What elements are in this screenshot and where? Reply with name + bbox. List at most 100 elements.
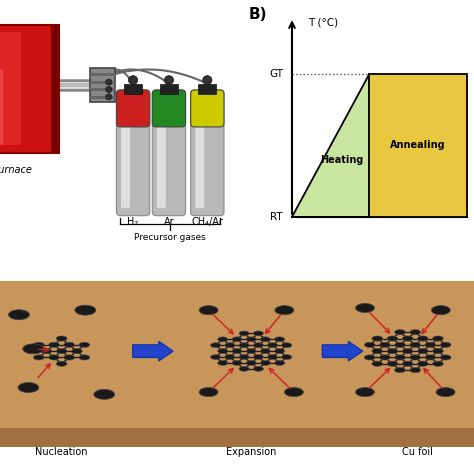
Circle shape <box>364 355 375 360</box>
Circle shape <box>64 342 75 347</box>
Circle shape <box>106 94 112 100</box>
Circle shape <box>372 336 383 341</box>
Circle shape <box>18 383 39 392</box>
Circle shape <box>203 76 212 84</box>
Circle shape <box>253 343 264 348</box>
FancyBboxPatch shape <box>191 90 224 216</box>
Circle shape <box>246 361 256 365</box>
Circle shape <box>239 366 249 371</box>
Circle shape <box>48 342 60 347</box>
Circle shape <box>71 348 82 354</box>
Bar <box>0 32 21 146</box>
FancyBboxPatch shape <box>117 90 150 127</box>
Circle shape <box>410 329 421 335</box>
Circle shape <box>379 355 391 360</box>
Text: Heating: Heating <box>320 155 364 165</box>
Circle shape <box>199 388 218 397</box>
Circle shape <box>282 343 292 348</box>
Circle shape <box>402 336 413 341</box>
FancyBboxPatch shape <box>152 90 185 127</box>
Text: CH₄/Ar: CH₄/Ar <box>191 217 223 227</box>
Circle shape <box>387 348 398 354</box>
Circle shape <box>164 76 173 84</box>
Circle shape <box>232 349 242 354</box>
FancyBboxPatch shape <box>157 102 166 208</box>
Circle shape <box>23 344 44 354</box>
Circle shape <box>260 337 271 342</box>
Circle shape <box>417 361 428 366</box>
Circle shape <box>128 76 138 84</box>
Circle shape <box>440 342 451 347</box>
Bar <box>90 73 115 76</box>
Circle shape <box>387 336 398 341</box>
Circle shape <box>48 355 60 360</box>
FancyArrow shape <box>133 341 173 361</box>
Circle shape <box>394 355 406 360</box>
Circle shape <box>225 343 235 348</box>
Circle shape <box>432 336 444 341</box>
Text: Annealing: Annealing <box>391 140 446 150</box>
Circle shape <box>387 361 398 366</box>
Circle shape <box>267 343 278 348</box>
Circle shape <box>232 337 242 342</box>
Circle shape <box>410 355 421 360</box>
Circle shape <box>246 349 256 354</box>
Circle shape <box>356 388 374 397</box>
Circle shape <box>275 306 294 315</box>
Text: H₂: H₂ <box>128 217 139 227</box>
Circle shape <box>356 303 374 312</box>
Circle shape <box>440 355 451 360</box>
Circle shape <box>410 367 421 373</box>
Circle shape <box>64 355 75 360</box>
Circle shape <box>33 355 45 360</box>
Circle shape <box>394 367 406 373</box>
Circle shape <box>260 349 271 354</box>
Circle shape <box>9 310 29 320</box>
Circle shape <box>33 342 45 347</box>
Circle shape <box>239 355 249 359</box>
Bar <box>369 74 467 217</box>
Bar <box>90 81 115 84</box>
Circle shape <box>75 305 96 315</box>
Circle shape <box>239 343 249 348</box>
Bar <box>90 96 115 99</box>
Circle shape <box>274 349 285 354</box>
Circle shape <box>274 361 285 365</box>
Bar <box>124 84 142 94</box>
Text: Expansion: Expansion <box>226 447 276 456</box>
Circle shape <box>394 342 406 347</box>
Circle shape <box>432 361 444 366</box>
Circle shape <box>253 355 264 359</box>
Circle shape <box>432 348 444 354</box>
Circle shape <box>56 348 67 354</box>
Circle shape <box>379 342 391 347</box>
Circle shape <box>56 361 67 366</box>
Bar <box>0 281 474 433</box>
Circle shape <box>246 337 256 342</box>
Circle shape <box>106 87 112 92</box>
Circle shape <box>94 389 115 400</box>
Circle shape <box>282 355 292 359</box>
Text: GT: GT <box>269 69 283 79</box>
Circle shape <box>225 355 235 359</box>
Circle shape <box>210 355 221 359</box>
Circle shape <box>394 329 406 335</box>
Circle shape <box>218 361 228 365</box>
Text: Precursor gases: Precursor gases <box>134 233 206 242</box>
Bar <box>90 68 115 102</box>
FancyBboxPatch shape <box>121 102 130 208</box>
Circle shape <box>199 306 218 315</box>
Text: Nucleation: Nucleation <box>36 447 88 456</box>
Bar <box>0 25 59 153</box>
Circle shape <box>56 336 67 341</box>
Polygon shape <box>292 74 369 217</box>
Circle shape <box>417 348 428 354</box>
Bar <box>0 428 474 447</box>
Circle shape <box>79 342 90 347</box>
Circle shape <box>372 348 383 354</box>
Circle shape <box>41 348 52 354</box>
Circle shape <box>253 331 264 336</box>
Circle shape <box>260 361 271 365</box>
Bar <box>90 88 115 91</box>
Circle shape <box>239 331 249 336</box>
